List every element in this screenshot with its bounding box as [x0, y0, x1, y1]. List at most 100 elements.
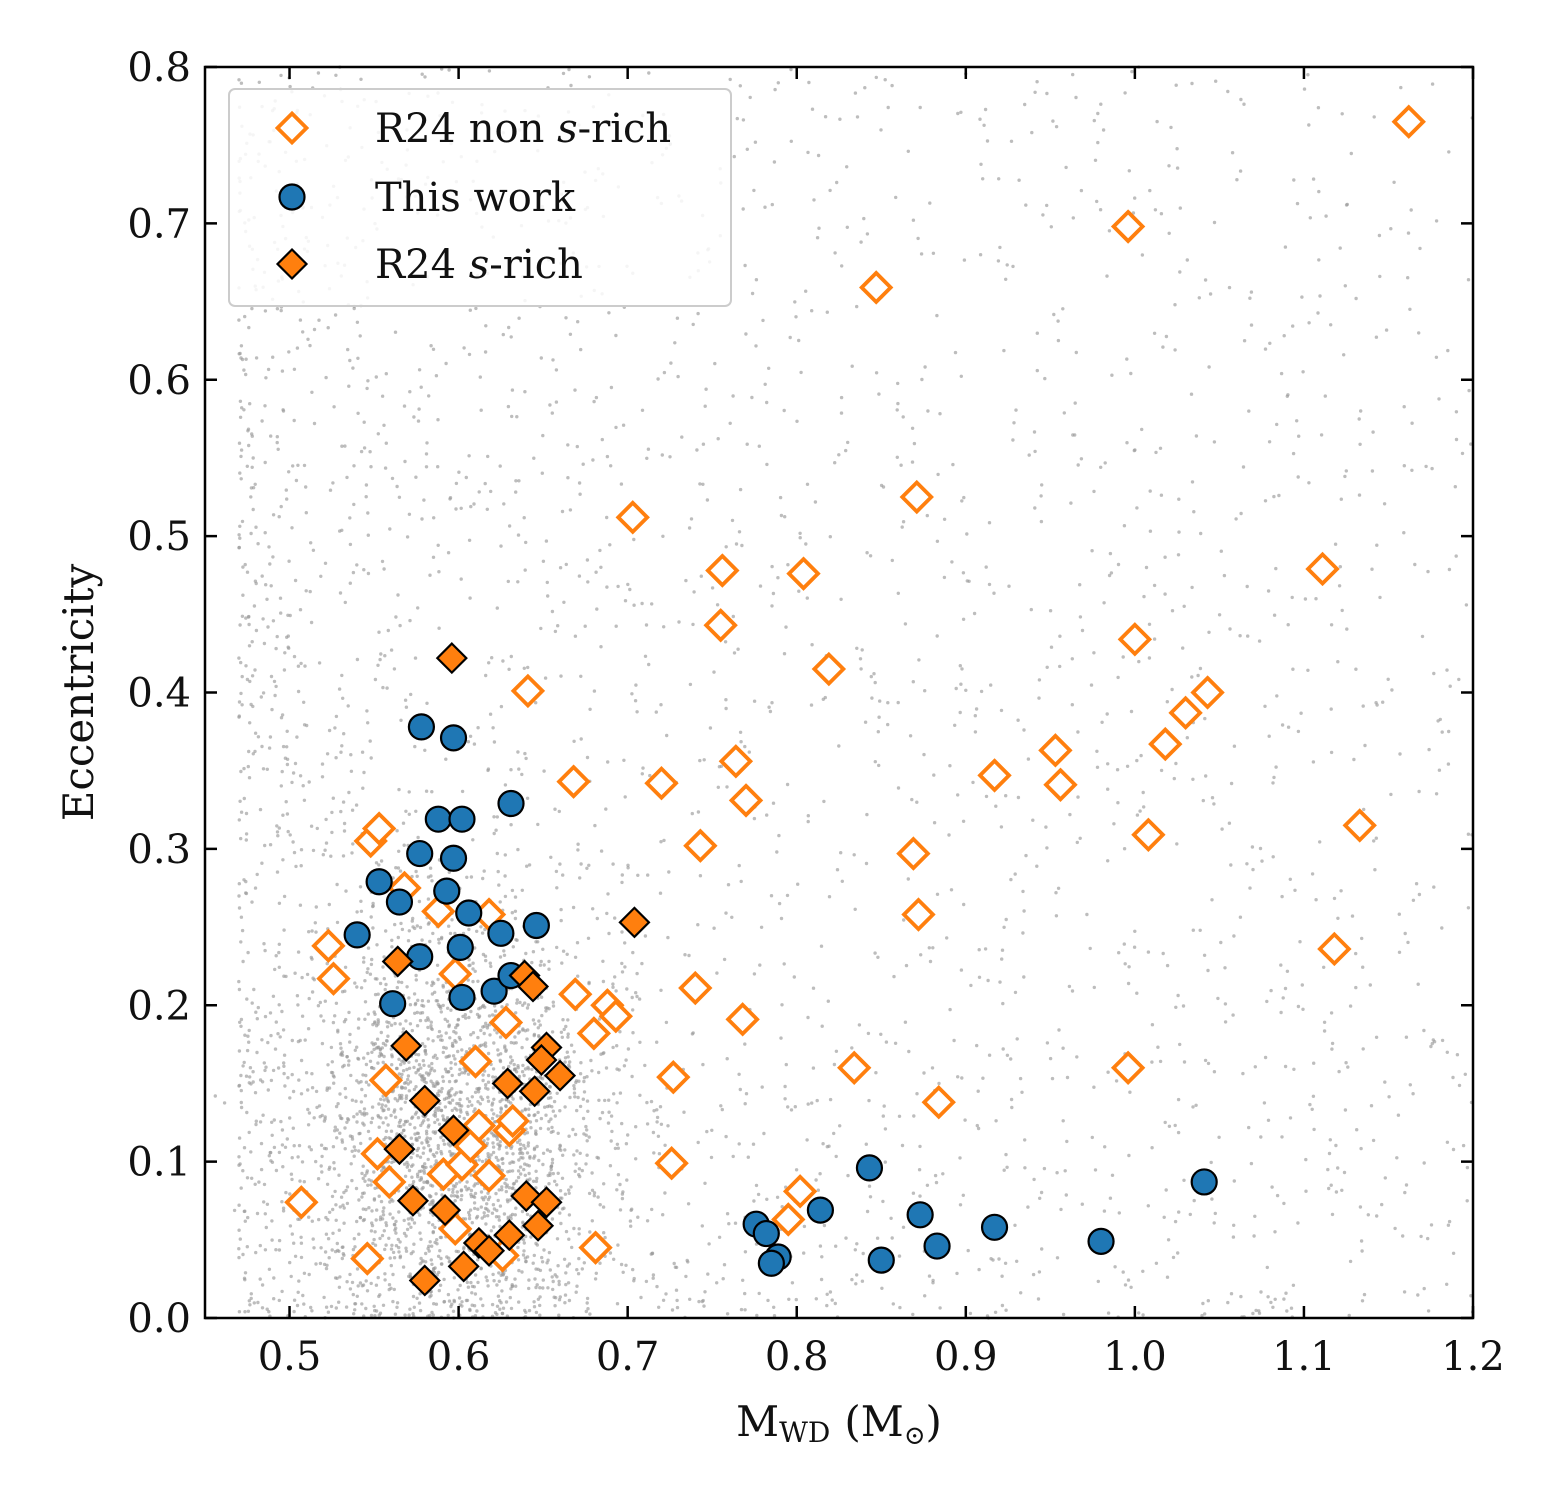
background-point: [947, 833, 951, 837]
background-point: [410, 1115, 415, 1119]
background-point: [1445, 668, 1449, 672]
background-point: [664, 1292, 668, 1296]
background-point: [1329, 623, 1334, 627]
background-point: [937, 1081, 941, 1086]
background-point: [441, 1117, 446, 1121]
background-point: [415, 1010, 419, 1015]
background-point: [353, 1148, 357, 1153]
background-point: [1404, 1183, 1409, 1187]
background-point: [551, 1109, 555, 1113]
background-point: [288, 1192, 292, 1196]
background-point: [732, 154, 736, 159]
background-point: [372, 1047, 376, 1052]
background-point: [1284, 1291, 1288, 1295]
background-point: [753, 140, 758, 144]
background-point: [1359, 1239, 1364, 1243]
background-point: [1296, 475, 1300, 479]
background-point: [1343, 284, 1348, 288]
background-point: [354, 1186, 359, 1191]
background-point: [577, 1167, 582, 1171]
background-point: [329, 854, 333, 858]
background-point: [457, 1072, 461, 1077]
background-point: [243, 562, 247, 567]
background-point: [466, 1104, 470, 1109]
background-point: [453, 931, 457, 936]
background-point: [362, 1217, 367, 1222]
background-point: [567, 1134, 571, 1138]
background-point: [569, 1185, 573, 1189]
background-point: [333, 1125, 337, 1129]
background-point: [1051, 119, 1055, 123]
background-point: [573, 1095, 577, 1099]
background-point: [522, 1249, 526, 1253]
background-point: [513, 895, 518, 899]
background-point: [449, 1194, 454, 1198]
background-point: [1052, 312, 1056, 317]
background-point: [1306, 73, 1310, 77]
background-point: [280, 1009, 284, 1014]
background-point: [565, 952, 569, 956]
background-point: [241, 1252, 245, 1257]
background-point: [1039, 519, 1044, 524]
background-point: [376, 1275, 380, 1280]
background-point: [467, 1213, 472, 1218]
background-point: [419, 1123, 423, 1128]
background-point: [1336, 916, 1340, 920]
background-point: [736, 647, 740, 651]
background-point: [253, 1182, 257, 1187]
background-point: [397, 1072, 401, 1076]
background-point: [241, 593, 245, 597]
background-point: [407, 1313, 411, 1317]
background-point: [935, 313, 939, 318]
background-point: [838, 117, 842, 121]
background-point: [490, 1302, 495, 1307]
background-point: [275, 824, 279, 828]
background-point: [923, 365, 927, 369]
background-point: [509, 1287, 513, 1291]
background-point: [318, 1115, 322, 1119]
background-point: [564, 316, 568, 320]
background-point: [509, 823, 513, 827]
background-point: [532, 1305, 537, 1309]
background-point: [431, 1223, 435, 1227]
background-point: [864, 1142, 868, 1146]
background-point: [436, 543, 440, 547]
background-point: [724, 698, 728, 702]
background-point: [525, 864, 529, 868]
background-point: [319, 1164, 323, 1168]
background-point: [578, 1104, 583, 1109]
background-point: [412, 1087, 417, 1092]
background-point: [846, 1173, 850, 1178]
background-point: [1333, 542, 1338, 546]
background-point: [287, 470, 291, 474]
background-point: [1175, 842, 1179, 846]
background-point: [454, 1025, 458, 1030]
background-point: [1323, 394, 1328, 398]
background-point: [1057, 1028, 1061, 1032]
background-point: [1135, 813, 1140, 817]
background-point: [382, 1229, 386, 1233]
background-point: [507, 1186, 512, 1190]
background-point: [517, 1158, 521, 1162]
background-point: [1191, 1105, 1195, 1109]
background-point: [561, 1018, 565, 1022]
background-point: [1092, 489, 1096, 494]
background-point: [437, 1270, 441, 1275]
background-point: [494, 1215, 499, 1219]
background-point: [416, 1053, 421, 1057]
background-point: [1430, 1041, 1435, 1046]
background-point: [1033, 90, 1037, 95]
background-point: [291, 771, 296, 775]
background-point: [892, 974, 896, 979]
background-point: [495, 1137, 500, 1142]
background-point: [562, 1257, 567, 1262]
background-point: [238, 399, 243, 403]
background-point: [701, 1062, 705, 1067]
background-point: [332, 1161, 336, 1165]
background-point: [766, 1298, 770, 1303]
background-point: [299, 864, 303, 868]
background-point: [553, 807, 557, 811]
background-point: [486, 1080, 491, 1084]
background-point: [1238, 169, 1243, 173]
background-point: [460, 1071, 464, 1075]
